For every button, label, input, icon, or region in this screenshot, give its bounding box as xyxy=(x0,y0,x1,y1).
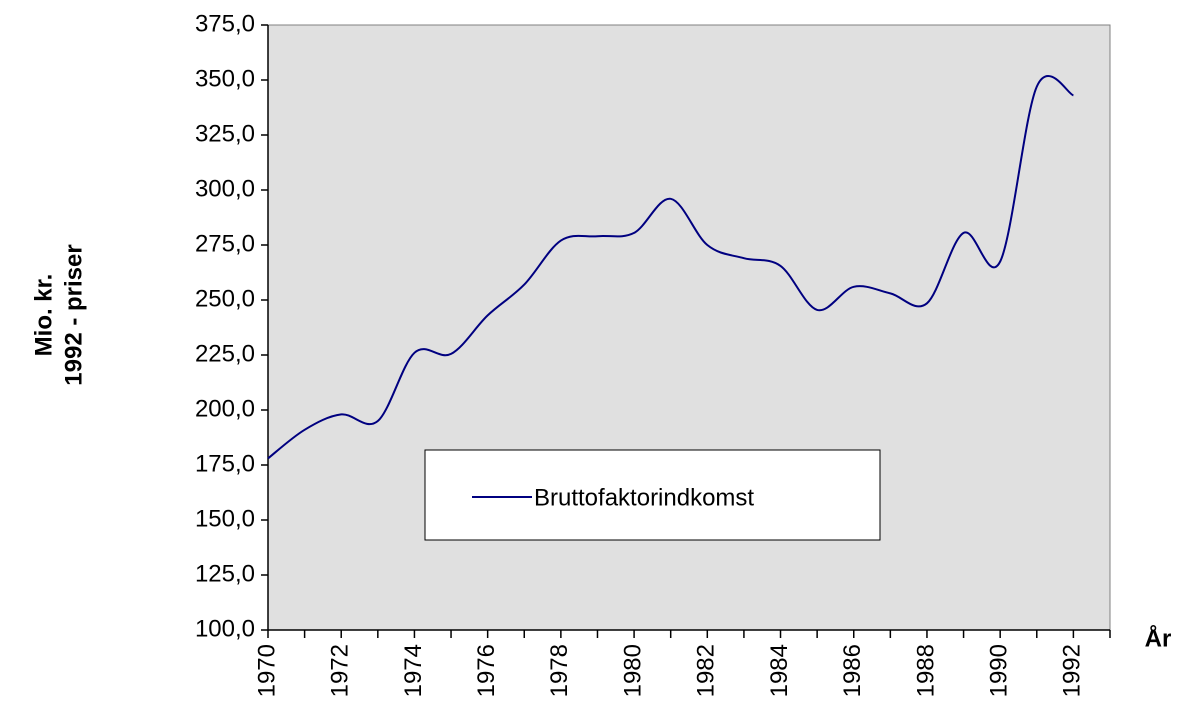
y-axis-label: 1992 - priser xyxy=(60,244,87,385)
legend-box xyxy=(424,449,881,541)
x-tick-label: 1974 xyxy=(400,644,427,697)
y-axis-label: Mio. kr. xyxy=(30,274,57,357)
y-tick-label: 250,0 xyxy=(195,285,255,312)
x-tick-label: 1970 xyxy=(253,644,280,697)
y-tick-label: 350,0 xyxy=(195,65,255,92)
x-tick-label: 1982 xyxy=(693,644,720,697)
legend-label: Bruttofaktorindkomst xyxy=(534,484,754,511)
y-tick-label: 375,0 xyxy=(195,10,255,37)
x-tick-label: 1992 xyxy=(1059,644,1086,697)
x-tick-label: 1976 xyxy=(473,644,500,697)
y-tick-label: 125,0 xyxy=(195,560,255,587)
x-tick-label: 1986 xyxy=(839,644,866,697)
y-tick-label: 325,0 xyxy=(195,120,255,147)
y-tick-label: 150,0 xyxy=(195,505,255,532)
y-tick-label: 300,0 xyxy=(195,175,255,202)
x-tick-label: 1988 xyxy=(912,644,939,697)
y-tick-label: 100,0 xyxy=(195,615,255,642)
x-tick-label: 1984 xyxy=(766,644,793,697)
line-series xyxy=(267,75,1074,460)
y-tick-label: 200,0 xyxy=(195,395,255,422)
y-tick-label: 175,0 xyxy=(195,450,255,477)
y-tick-label: 225,0 xyxy=(195,340,255,367)
x-tick-label: 1990 xyxy=(986,644,1013,697)
y-tick-label: 275,0 xyxy=(195,230,255,257)
x-axis-label: År xyxy=(1145,624,1172,652)
x-tick-label: 1972 xyxy=(327,644,354,697)
x-tick-label: 1978 xyxy=(546,644,573,697)
x-tick-label: 1980 xyxy=(619,644,646,697)
